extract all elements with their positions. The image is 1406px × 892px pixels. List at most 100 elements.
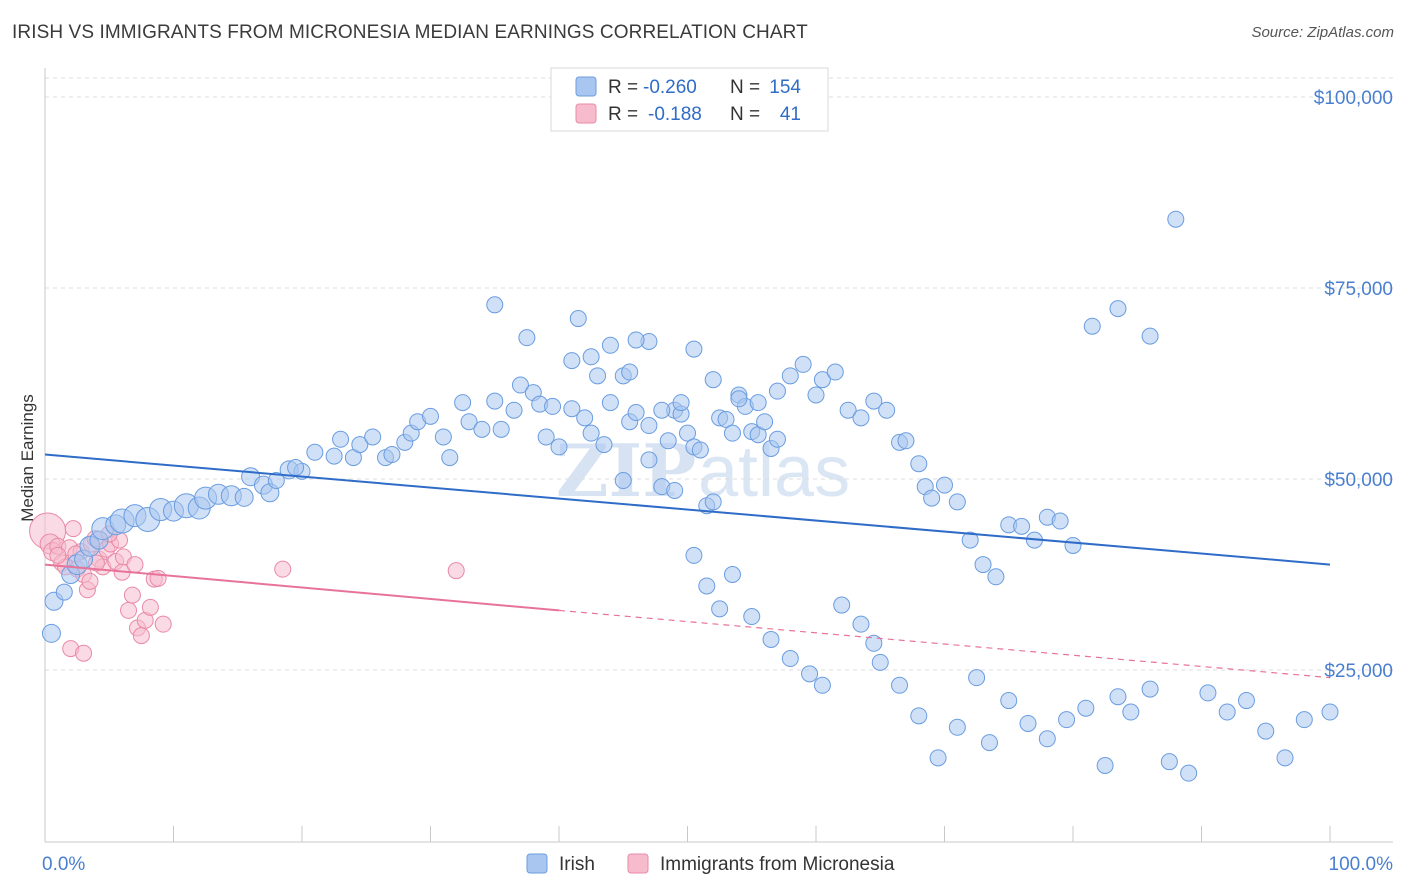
irish-point-40 [434,428,452,446]
irish-point-52 [544,397,562,415]
irish-point-126 [1141,327,1159,345]
irish-point-88 [653,401,671,419]
irish-point-100 [794,355,812,373]
irish-point-134 [723,566,741,583]
irish-point-90 [569,310,587,328]
trend-line-micronesia-solid [44,563,560,612]
irish-point-141 [852,615,870,633]
irish-point-105 [852,409,870,427]
irish-point-53 [550,438,568,456]
legend-n-label-micronesia: N = [730,104,760,125]
irish-point-91 [582,348,600,366]
irish-point-109 [897,432,915,450]
irish-point-153 [1058,711,1076,729]
irish-point-139 [813,676,831,694]
irish-point-61 [627,404,645,422]
y-axis-label: Median Earnings [18,394,37,522]
irish-point-116 [974,556,992,574]
bottom-legend-swatch-irish [526,853,548,874]
irish-point-42 [454,394,472,412]
irish-point-43 [460,413,478,431]
irish-point-57 [595,436,613,454]
irish-point-45 [486,392,504,410]
irish-point-79 [756,413,774,431]
irish-point-157 [1122,703,1140,721]
irish-point-86 [621,363,639,381]
legend-n-value-micronesia: 41 [780,104,801,125]
irish-point-97 [749,394,767,412]
irish-point-30 [332,430,350,448]
irish-point-2 [55,583,73,601]
irish-point-82 [486,296,504,314]
irish-point-130 [666,481,684,499]
source-label: Source: ZipAtlas.com [1251,24,1394,41]
irish-point-162 [1218,703,1236,721]
irish-point-73 [717,410,735,428]
y-tick-label-3: $100,000 [1314,88,1393,109]
irish-point-58 [601,394,619,412]
chart-title: IRISH VS IMMIGRANTS FROM MICRONESIA MEDI… [12,22,808,43]
irish-point-167 [1321,703,1339,721]
irish-point-51 [537,428,555,446]
irish-point-143 [871,653,889,671]
irish-point-41 [441,449,459,467]
irish-point-69 [691,441,709,459]
micronesia-point-24 [132,627,150,645]
irish-point-92 [601,336,619,354]
legend-box [550,67,829,132]
irish-point-138 [801,665,819,683]
irish-point-160 [1180,764,1198,782]
irish-point-99 [781,367,799,385]
irish-point-27 [287,459,305,477]
irish-point-115 [961,531,979,549]
legend-n-value-irish: 154 [769,77,801,98]
irish-point-93 [627,331,645,349]
irish-point-113 [936,476,953,494]
irish-point-154 [1077,699,1095,717]
irish-point-161 [1199,684,1217,702]
legend-swatch-irish [575,76,597,97]
bottom-legend-swatch-micronesia [627,853,649,874]
irish-point-46 [492,420,510,438]
irish-point-128 [614,472,632,490]
irish-point-29 [325,447,343,465]
irish-point-158 [1141,680,1159,698]
trend-line-irish [44,453,1331,566]
y-tick-labels: $25,000 $50,000 $75,000 $100,000 [1314,88,1393,682]
irish-point-67 [679,424,696,442]
irish-point-148 [968,669,986,687]
irish-point-145 [910,707,928,725]
irish-point-101 [807,386,825,404]
irish-point-84 [563,352,581,370]
irish-point-98 [768,382,786,400]
irish-point-107 [878,401,896,419]
irish-point-165 [1276,749,1294,767]
irish-point-123 [1064,536,1082,554]
micronesia-point-28 [149,569,167,587]
irish-point-114 [948,493,966,511]
irish-point-112 [923,489,941,507]
irish-point-142 [865,634,883,652]
irish-point-124 [1083,317,1101,335]
irish-point-35 [383,446,401,464]
top-legend: R = -0.260 N = 154 R = -0.188 N = 41 [550,67,829,132]
irish-point-95 [704,371,722,389]
irish-point-133 [711,600,729,618]
irish-point-94 [685,340,703,358]
irish-point-62 [640,417,658,435]
x-tick-label-right: 100.0% [1329,854,1394,875]
irish-point-56 [582,424,600,442]
irish-point-137 [781,650,799,668]
irish-point-44 [473,420,491,438]
irish-point-103 [826,363,844,381]
irish-point-119 [1013,517,1031,535]
micronesia-point-26 [141,598,159,616]
micronesia-point-39 [126,556,144,574]
irish-point-28 [306,443,324,461]
trend-lines [44,453,1331,679]
irish-point-47 [505,401,523,419]
irish-point-144 [891,676,909,694]
irish-point-89 [672,394,690,412]
irish-point-32 [351,436,369,454]
